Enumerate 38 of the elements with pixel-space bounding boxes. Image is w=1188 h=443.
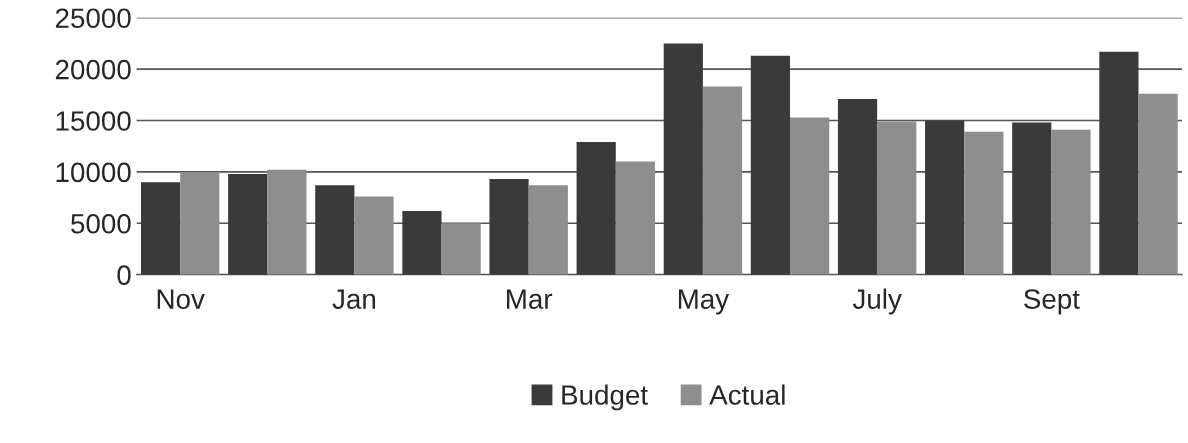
bar (489, 179, 529, 275)
x-tick-label: Nov (157, 289, 205, 309)
bar (1138, 93, 1178, 275)
bar (267, 169, 307, 275)
x-tick-label: Sept (1024, 289, 1080, 315)
bar (576, 142, 616, 275)
bar (180, 171, 220, 275)
bar (964, 131, 1004, 275)
bar (663, 43, 703, 275)
x-tick-label: Mar (507, 289, 553, 309)
bar (615, 161, 655, 275)
bar (877, 121, 917, 275)
bar (925, 120, 965, 275)
x-tick-label: Jan (332, 289, 376, 309)
x-tick-label: May (678, 289, 730, 315)
legend-label: Actual (709, 384, 785, 405)
bar (702, 86, 743, 275)
bar (1051, 129, 1091, 275)
bar (228, 173, 268, 275)
bar (837, 98, 878, 275)
bar (750, 55, 791, 275)
y-tick-label: 20000 (55, 59, 131, 80)
bar (402, 210, 442, 275)
y-tick-label: 5000 (71, 213, 131, 234)
y-tick-label: 25000 (55, 8, 131, 29)
y-tick-label: 10000 (56, 162, 131, 183)
bar (1099, 51, 1139, 275)
bar (354, 196, 394, 275)
bar (1012, 122, 1052, 275)
bar (790, 117, 830, 275)
legend-label: Budget (562, 384, 648, 411)
bar (441, 223, 481, 275)
bar (315, 185, 355, 275)
bar (140, 182, 181, 275)
y-tick-label: 15000 (56, 111, 131, 131)
x-tick-label: July (852, 288, 902, 315)
bar (528, 185, 568, 275)
y-tick-label: 0 (117, 265, 131, 285)
